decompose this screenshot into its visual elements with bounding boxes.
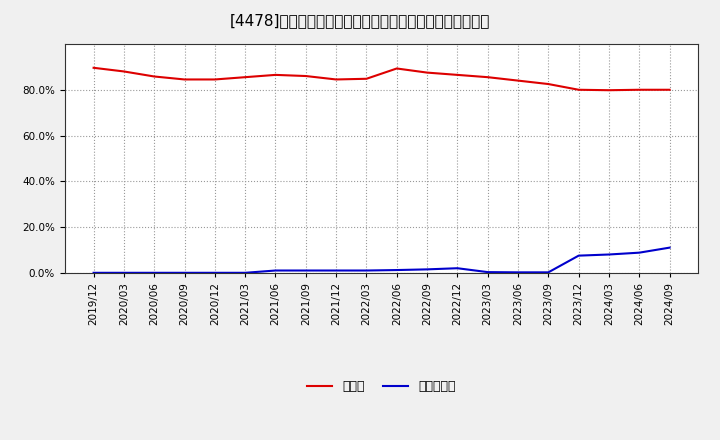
- 現道金: [392, 66, 401, 71]
- 有利子負債: [544, 270, 553, 275]
- 有利子負債: [453, 266, 462, 271]
- 有利子負債: [635, 250, 644, 255]
- 現道金: [150, 74, 158, 79]
- 現道金: [513, 78, 522, 83]
- 現道金: [210, 77, 219, 82]
- 有利子負債: [332, 268, 341, 273]
- 有利子負債: [362, 268, 371, 273]
- 現道金: [271, 72, 280, 77]
- 有利子負債: [575, 253, 583, 258]
- 現道金: [120, 69, 128, 74]
- 有利子負債: [241, 270, 250, 275]
- 有利子負債: [302, 268, 310, 273]
- Line: 現道金: 現道金: [94, 68, 670, 90]
- Line: 有利子負債: 有利子負債: [94, 248, 670, 273]
- 有利子負債: [483, 269, 492, 275]
- 現道金: [544, 81, 553, 87]
- 現道金: [180, 77, 189, 82]
- 有利子負債: [605, 252, 613, 257]
- 現道金: [241, 74, 250, 80]
- 現道金: [453, 72, 462, 77]
- 現道金: [483, 74, 492, 80]
- 有利子負債: [180, 270, 189, 275]
- 有利子負債: [150, 270, 158, 275]
- 現道金: [575, 87, 583, 92]
- 有利子負債: [423, 267, 431, 272]
- 現道金: [423, 70, 431, 75]
- 現道金: [89, 65, 98, 70]
- Text: [4478]　現道金、有利子負債の総資産に対する比率の推移: [4478] 現道金、有利子負債の総資産に対する比率の推移: [230, 13, 490, 28]
- 現道金: [302, 73, 310, 79]
- 現道金: [635, 87, 644, 92]
- 現道金: [605, 88, 613, 93]
- 現道金: [665, 87, 674, 92]
- Legend: 現道金, 有利子負債: 現道金, 有利子負債: [302, 375, 461, 398]
- 有利子負債: [120, 270, 128, 275]
- 有利子負債: [513, 270, 522, 275]
- 有利子負債: [89, 270, 98, 275]
- 有利子負債: [665, 245, 674, 250]
- 現道金: [332, 77, 341, 82]
- 有利子負債: [210, 270, 219, 275]
- 有利子負債: [392, 268, 401, 273]
- 現道金: [362, 76, 371, 81]
- 有利子負債: [271, 268, 280, 273]
